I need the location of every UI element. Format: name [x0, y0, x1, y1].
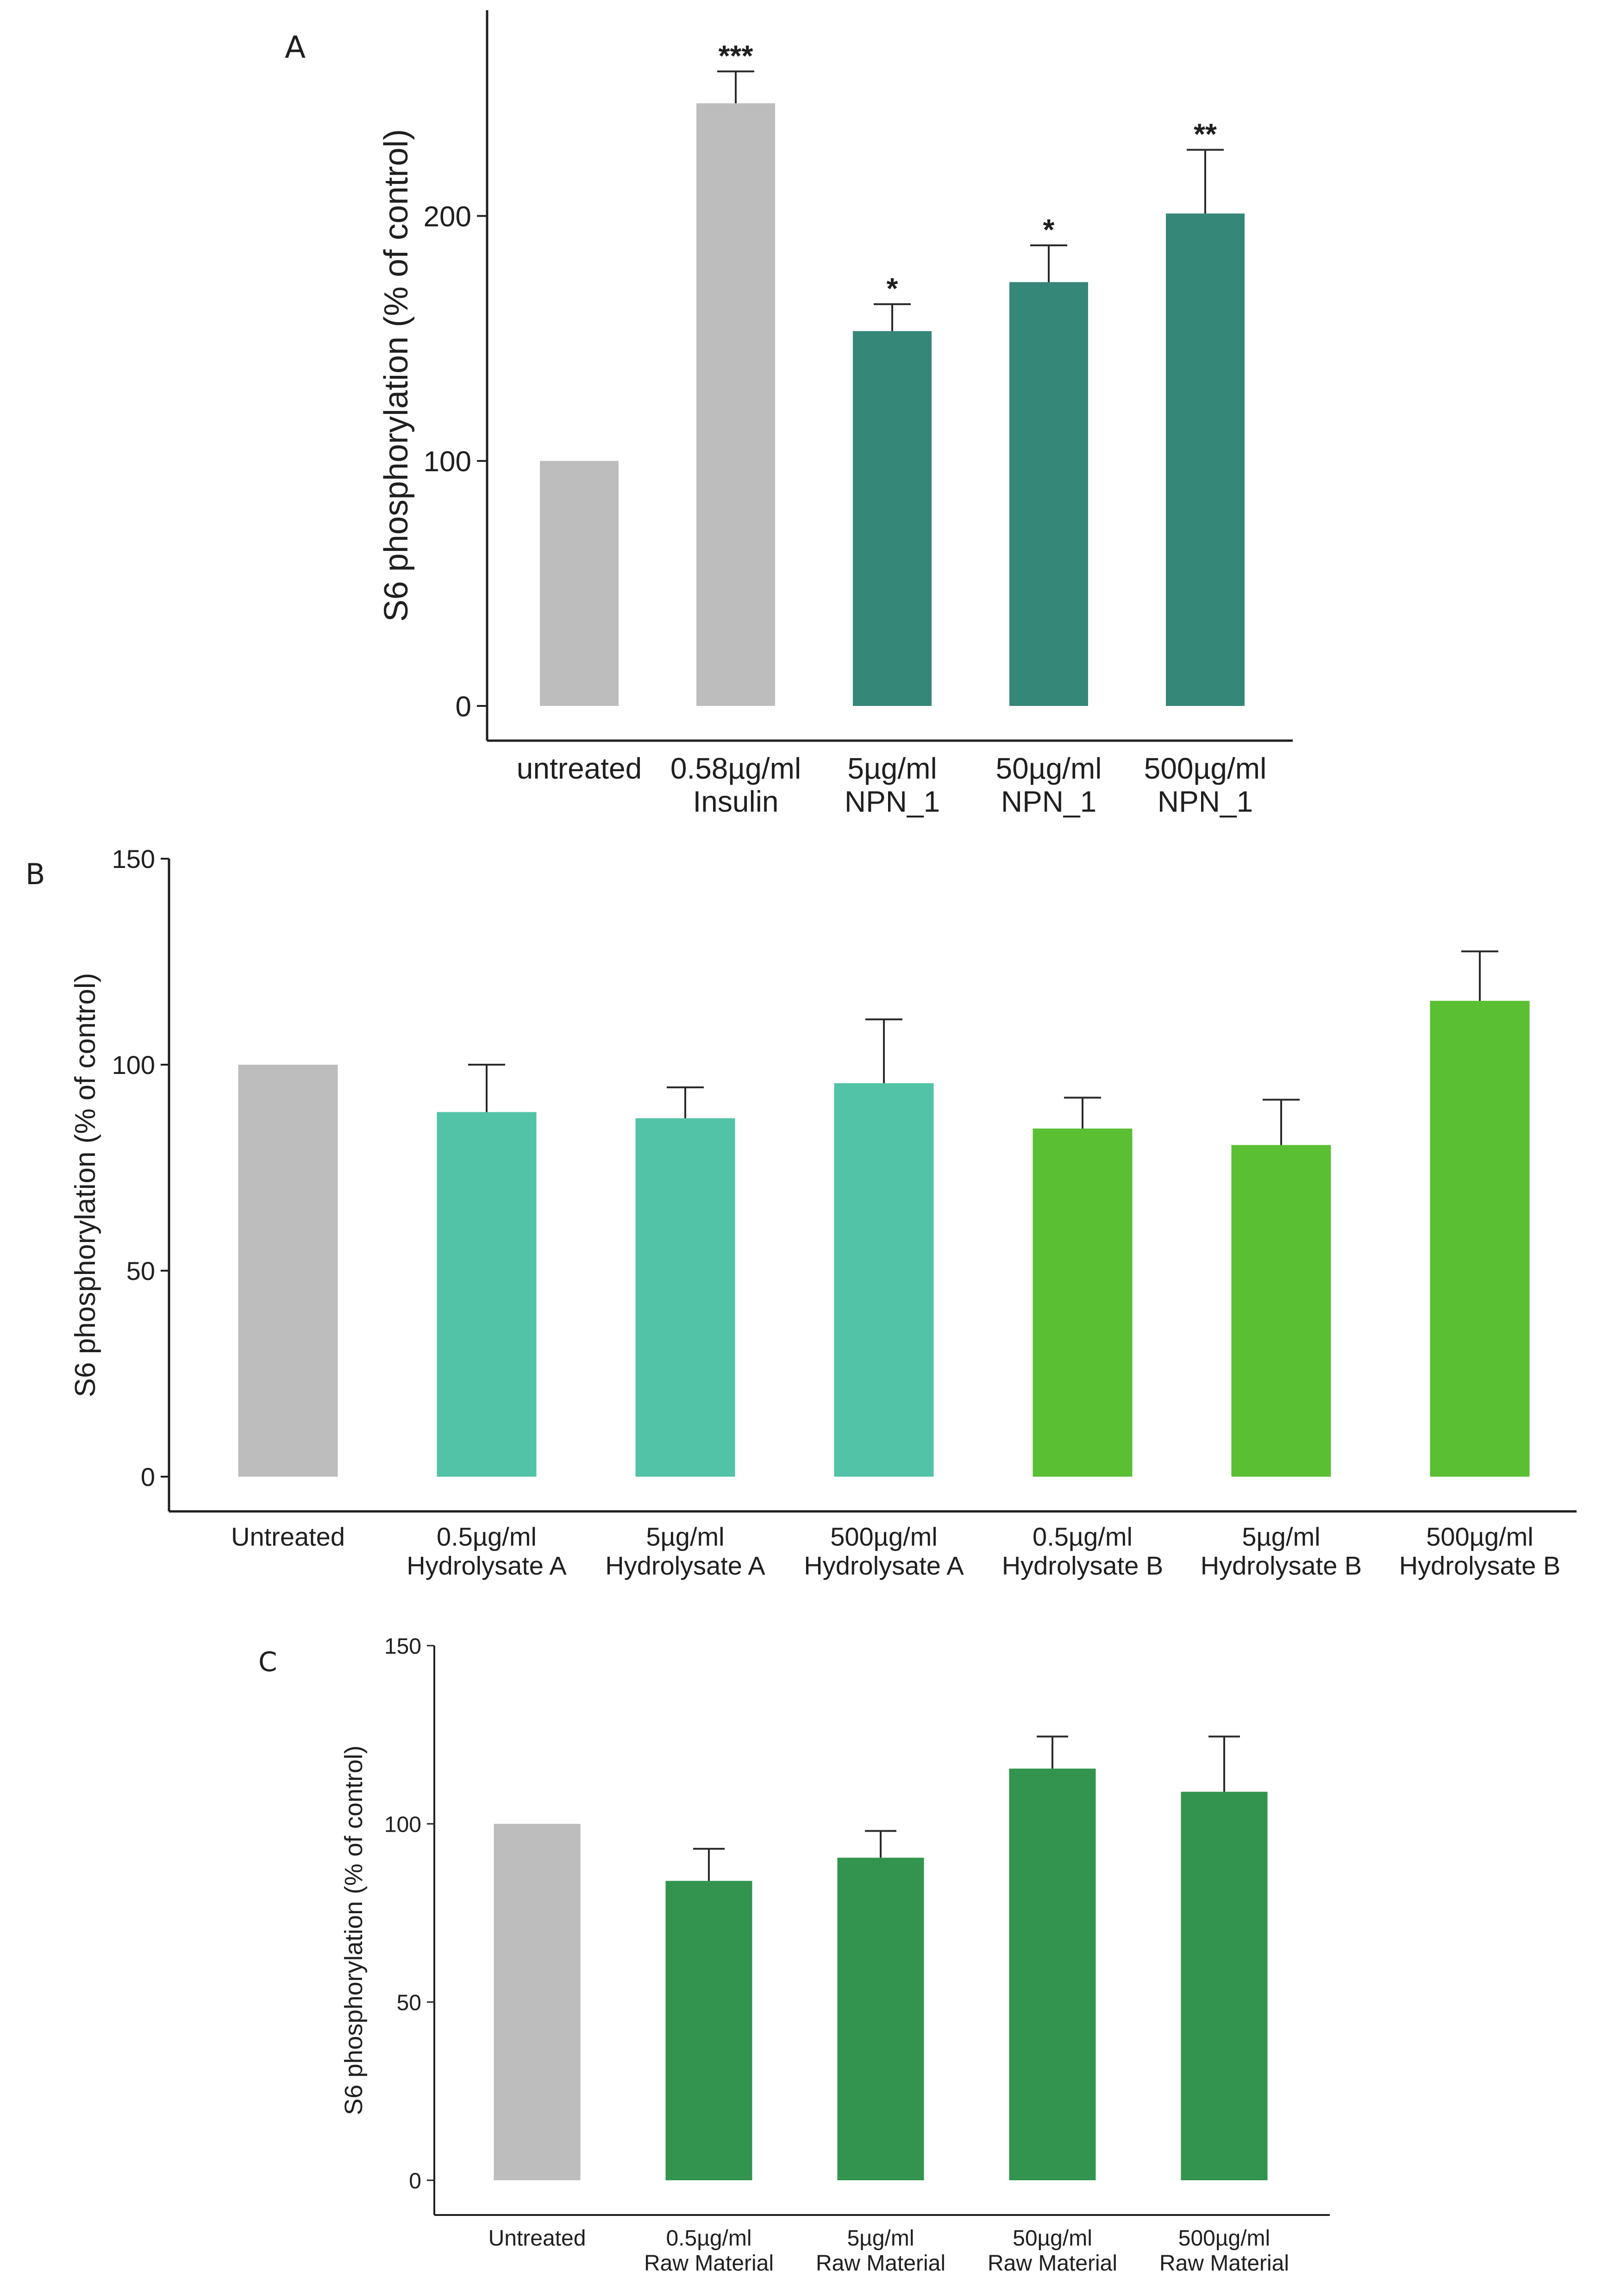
- significance-label: *: [887, 272, 898, 305]
- bar: [1181, 1791, 1268, 2180]
- y-tick-label: 100: [384, 1812, 421, 1837]
- bar: [540, 461, 619, 706]
- bar: [238, 1065, 338, 1477]
- bar: [665, 1881, 752, 2180]
- panel-c-chart: C 0 50 100 150 S6 phosphorylation (% of contr…: [258, 1634, 1330, 2276]
- bar: [1033, 1128, 1133, 1477]
- bar: [437, 1112, 537, 1477]
- x-tick-label: 0.5µg/ml Hydrolysate A: [407, 1522, 567, 1580]
- y-tick-label: 50: [126, 1256, 155, 1285]
- bar: [837, 1858, 924, 2180]
- x-tick-label: 50µg/ml Raw Material: [988, 2226, 1117, 2276]
- bar: [1166, 213, 1245, 706]
- x-tick-label: 0.58µg/ml Insulin: [670, 752, 801, 818]
- y-axis-title: S6 phosphorylation (% of control): [340, 1746, 368, 2115]
- bar: [1009, 282, 1088, 706]
- y-tick-label: 0: [409, 2169, 421, 2193]
- x-tick-label: 500µg/ml Hydrolysate A: [804, 1522, 964, 1580]
- y-axis-title: S6 phosphorylation (% of control): [69, 973, 101, 1398]
- panel-b-chart: B 0 50 100 150 S6 phosphorylation (% of contr…: [25, 844, 1577, 1580]
- x-tick-label: 5µg/ml NPN_1: [845, 752, 940, 818]
- bar: [853, 331, 932, 706]
- bar: [635, 1118, 735, 1477]
- x-tick-label: 50µg/ml NPN_1: [996, 752, 1102, 818]
- x-tick-label: 5µg/ml Hydrolysate B: [1201, 1522, 1362, 1580]
- x-tick-label: 500µg/ml NPN_1: [1144, 752, 1267, 818]
- y-tick-label: 150: [384, 1634, 421, 1659]
- bar: [696, 103, 775, 706]
- x-tick-label: 0.5µg/ml Raw Material: [644, 2226, 774, 2276]
- x-tick-label: 0.5µg/ml Hydrolysate B: [1002, 1522, 1164, 1580]
- x-tick-label: Untreated: [231, 1522, 345, 1551]
- bar: [494, 1824, 581, 2180]
- significance-label: *: [1043, 213, 1055, 246]
- bar: [1430, 1001, 1530, 1477]
- x-tick-label: 500µg/ml Raw Material: [1159, 2226, 1289, 2276]
- x-tick-label: 5µg/ml Hydrolysate A: [605, 1522, 765, 1580]
- panel-letter-a: A: [285, 30, 306, 65]
- significance-label: **: [1194, 118, 1217, 151]
- y-tick-label: 50: [397, 1990, 421, 2015]
- panel-a-chart: A 0 100 200 S6 phosphorylation (% of control…: [285, 10, 1293, 818]
- y-tick-label: 100: [424, 446, 471, 478]
- y-axis-title: S6 phosphorylation (% of control): [378, 129, 415, 622]
- x-tick-label: 5µg/ml Raw Material: [816, 2226, 945, 2276]
- panel-letter-b: B: [25, 857, 45, 891]
- y-tick-label: 200: [424, 201, 471, 233]
- y-tick-label: 150: [112, 844, 155, 873]
- bar: [1231, 1145, 1331, 1477]
- bar: [834, 1083, 934, 1477]
- panel-letter-c: C: [258, 1646, 277, 1678]
- x-tick-label: untreated: [517, 752, 642, 785]
- x-tick-label: 500µg/ml Hydrolysate B: [1399, 1522, 1561, 1580]
- y-tick-label: 0: [456, 691, 471, 723]
- y-tick-label: 0: [141, 1462, 155, 1491]
- y-tick-label: 100: [112, 1050, 155, 1079]
- x-tick-label: Untreated: [488, 2226, 586, 2251]
- significance-label: ***: [719, 39, 753, 72]
- bar: [1009, 1768, 1096, 2180]
